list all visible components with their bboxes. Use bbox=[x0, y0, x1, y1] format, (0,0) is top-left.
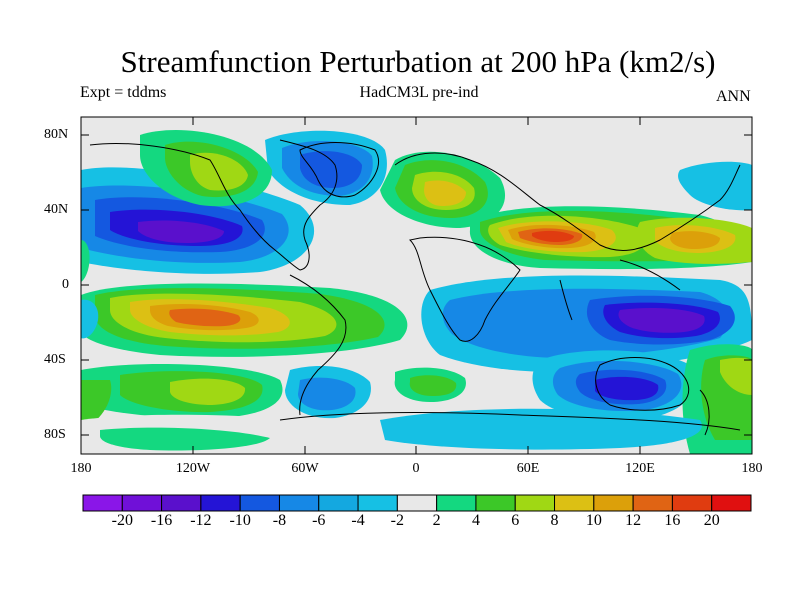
colorbar-label: -4 bbox=[351, 512, 365, 529]
colorbar-swatch bbox=[475, 494, 516, 512]
map-title: Streamfunction Perturbation at 200 hPa (… bbox=[120, 44, 716, 79]
coastlines bbox=[89, 139, 741, 436]
colorbar-swatch bbox=[200, 494, 241, 512]
season-label: ANN bbox=[716, 88, 751, 105]
colorbar-swatch bbox=[593, 494, 634, 512]
lat-label-80s: 80S bbox=[44, 427, 66, 442]
contour-field bbox=[81, 117, 752, 454]
colorbar-swatch bbox=[711, 494, 752, 512]
colorbar-label: -6 bbox=[312, 512, 326, 529]
lat-label-0: 0 bbox=[62, 277, 69, 292]
colorbar-swatch bbox=[514, 494, 556, 512]
lat-label-40n: 40N bbox=[44, 202, 69, 217]
colorbar-swatch bbox=[357, 494, 398, 512]
colorbar-label: 16 bbox=[664, 512, 681, 529]
colorbar-swatch bbox=[436, 494, 477, 512]
colorbar-label: -20 bbox=[111, 512, 133, 529]
colorbar-label: -12 bbox=[190, 512, 212, 529]
colorbar-label: 10 bbox=[585, 512, 602, 529]
colorbar-swatch bbox=[554, 494, 595, 512]
lon-label-180w: 180 bbox=[70, 461, 92, 476]
lon-label-120e: 120E bbox=[625, 461, 655, 476]
colorbar-swatch bbox=[278, 494, 320, 512]
lon-label-60w: 60W bbox=[291, 461, 319, 476]
colorbar-swatch bbox=[239, 494, 280, 512]
colorbar-swatch bbox=[632, 494, 673, 512]
lon-label-0: 0 bbox=[412, 461, 420, 476]
colorbar-swatch bbox=[318, 494, 359, 512]
colorbar-label: 6 bbox=[511, 512, 520, 529]
lat-label-40s: 40S bbox=[44, 352, 66, 367]
colorbar-swatch bbox=[161, 494, 202, 512]
colorbar-label: -8 bbox=[272, 512, 287, 529]
colorbar-swatch bbox=[671, 494, 713, 512]
colorbar-label: 4 bbox=[471, 512, 480, 529]
colorbar-label: 20 bbox=[703, 512, 720, 529]
model-label: HadCM3L pre-ind bbox=[359, 84, 479, 101]
colorbar-label: 2 bbox=[432, 512, 441, 529]
colorbar bbox=[82, 494, 752, 512]
colorbar-swatch bbox=[121, 494, 163, 512]
colorbar-label: -2 bbox=[390, 512, 405, 529]
lat-label-80n: 80N bbox=[44, 127, 69, 142]
colorbar-swatch bbox=[396, 494, 438, 512]
colorbar-label: -10 bbox=[229, 512, 251, 529]
colorbar-label: -16 bbox=[150, 512, 173, 529]
axis-ticks bbox=[81, 117, 752, 454]
experiment-label: Expt = tddms bbox=[80, 84, 167, 101]
lon-label-60e: 60E bbox=[516, 461, 540, 476]
lon-label-180e: 180 bbox=[741, 461, 763, 476]
colorbar-label: 8 bbox=[550, 512, 559, 529]
colorbar-label: 12 bbox=[625, 512, 642, 529]
colorbar-swatch bbox=[82, 494, 123, 512]
lon-label-120w: 120W bbox=[175, 461, 211, 476]
